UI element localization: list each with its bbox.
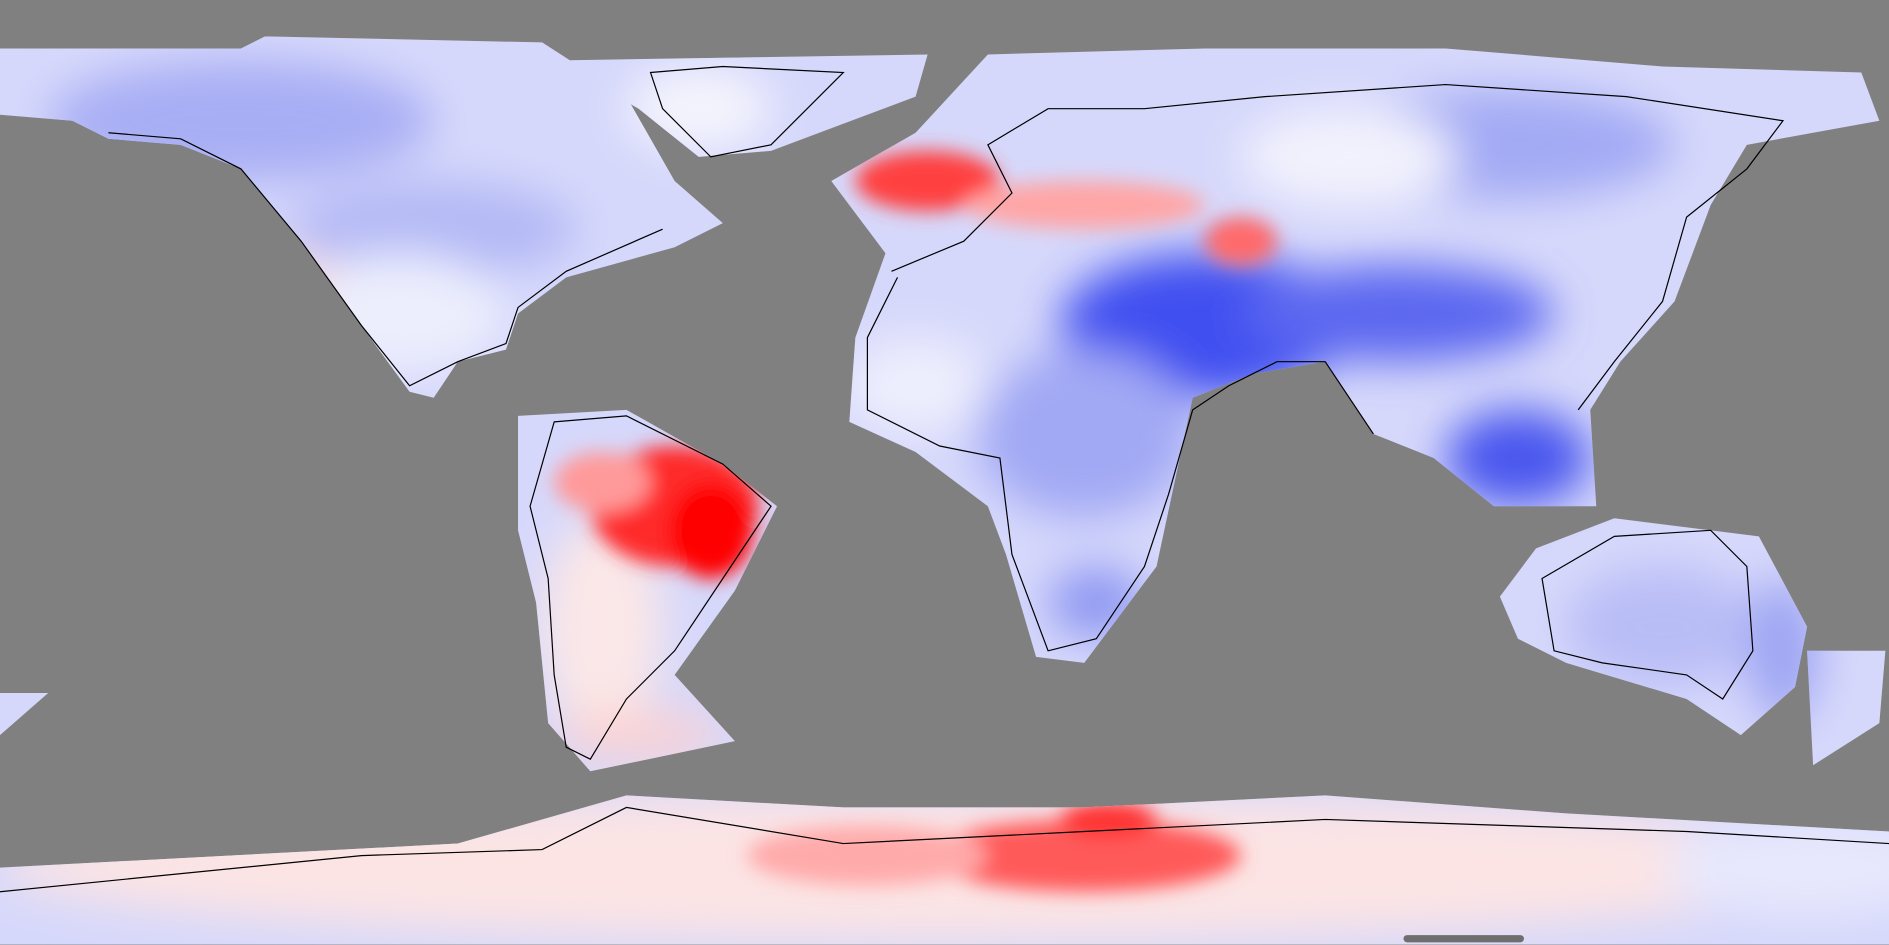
warm-anomalies xyxy=(554,150,1278,892)
coast-antarctica xyxy=(0,806,1889,893)
coast-eurasia xyxy=(891,83,1785,411)
coast-greenland xyxy=(649,65,845,158)
scroll-indicator xyxy=(1403,935,1524,943)
coastlines xyxy=(0,65,1889,893)
coast-africa xyxy=(866,277,1374,652)
coast-north-america xyxy=(108,132,663,387)
coast-south-america xyxy=(529,415,772,761)
coast-australia xyxy=(1541,529,1754,700)
